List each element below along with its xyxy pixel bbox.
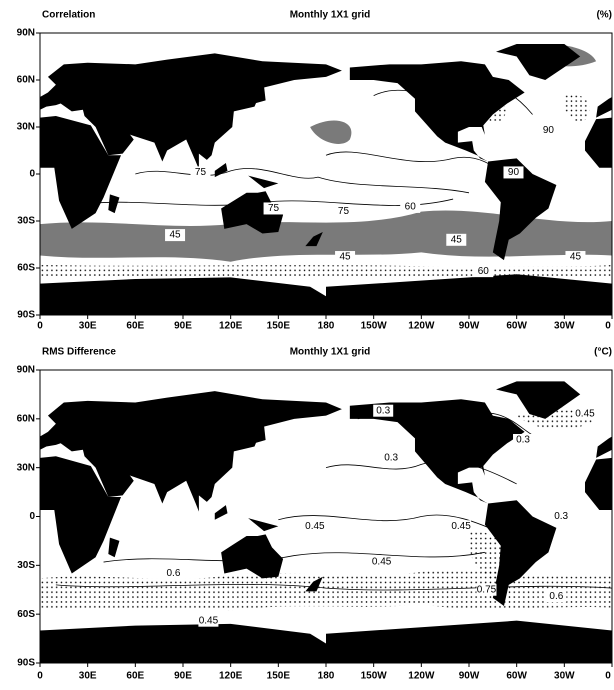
panel-subtitle: Monthly 1X1 grid: [290, 10, 371, 21]
lon-label: 90W: [459, 671, 480, 682]
lon-label: 0: [37, 321, 43, 332]
lon-label: 0: [605, 671, 611, 682]
contour-label: 90: [508, 167, 520, 178]
lon-label: 60W: [506, 321, 527, 332]
contour-label: 0.3: [384, 453, 398, 464]
contour-label: 0.45: [575, 409, 595, 420]
lon-label: 90E: [174, 321, 192, 332]
lon-label: 150E: [267, 321, 291, 332]
contour-label: 75: [268, 203, 280, 214]
contour-label: 90: [543, 125, 555, 136]
lat-label: 30S: [17, 216, 35, 227]
lat-label: 90N: [17, 365, 35, 376]
contour-label: 75: [195, 167, 207, 178]
panel-unit: (°C): [594, 347, 612, 358]
contour-label: 0.6: [549, 591, 563, 602]
figure: Correlation Monthly 1X1 grid (%) 90N 60N 30N 0…: [0, 0, 614, 690]
lon-label: 90W: [459, 321, 480, 332]
lon-label: 30W: [554, 321, 575, 332]
panel-title: RMS Difference: [42, 347, 116, 358]
lat-label: 0: [29, 169, 35, 180]
lon-label: 150E: [267, 671, 291, 682]
lon-label: 90E: [174, 671, 192, 682]
contour-label: 0.45: [199, 615, 219, 626]
contour-label: 75: [338, 206, 350, 217]
lon-label: 180: [318, 321, 335, 332]
lon-label: 120W: [408, 321, 435, 332]
landmass: [0, 381, 342, 663]
lon-label: 0: [37, 671, 43, 682]
lat-label: 90S: [17, 310, 35, 321]
contour-label: 45: [169, 230, 181, 241]
lat-label: 60N: [17, 75, 35, 86]
contour-label: 0.3: [516, 435, 530, 446]
lon-label: 60W: [506, 671, 527, 682]
contour-label: 0.45: [451, 521, 471, 532]
contour-label: 0.45: [305, 521, 325, 532]
lat-label: 90S: [17, 658, 35, 669]
lon-label: 30W: [554, 671, 575, 682]
lon-label: 0: [605, 321, 611, 332]
correlation-panel: Correlation Monthly 1X1 grid (%) 90N 60N 30N 0…: [0, 10, 614, 332]
contour-label: 60: [405, 202, 417, 213]
lon-label: 30E: [79, 321, 97, 332]
lon-label: 120E: [219, 321, 243, 332]
rms-panel: RMS Difference Monthly 1X1 grid (°C) 90N 60N…: [0, 347, 614, 682]
panel-unit: (%): [596, 10, 612, 21]
lat-label: 90N: [17, 28, 35, 39]
contour-label: 45: [451, 234, 463, 245]
lat-label: 30N: [17, 462, 35, 473]
lat-label: 60S: [17, 263, 35, 274]
contour-label: 0.45: [372, 557, 392, 568]
panel-subtitle: Monthly 1X1 grid: [290, 347, 371, 358]
lat-label: 30N: [17, 122, 35, 133]
lat-label: 60S: [17, 609, 35, 620]
lon-label: 60E: [126, 321, 144, 332]
contour-label: 0.3: [554, 511, 568, 522]
lon-label: 150W: [361, 321, 388, 332]
contour-label: 45: [570, 252, 582, 263]
contour-label: 0.3: [376, 405, 390, 416]
lon-label: 30E: [79, 671, 97, 682]
contour-label: 60: [478, 266, 490, 277]
panel-title: Correlation: [42, 10, 95, 21]
lon-label: 150W: [361, 671, 388, 682]
lat-label: 60N: [17, 413, 35, 424]
contour-label: 0.75: [477, 584, 497, 595]
lon-label: 180: [318, 671, 335, 682]
lat-label: 0: [29, 511, 35, 522]
contour-label: 0.6: [167, 568, 181, 579]
lon-label: 120W: [408, 671, 435, 682]
lon-label: 120E: [219, 671, 243, 682]
contour-label: 45: [340, 252, 352, 263]
lat-label: 30S: [17, 560, 35, 571]
lon-label: 60E: [126, 671, 144, 682]
